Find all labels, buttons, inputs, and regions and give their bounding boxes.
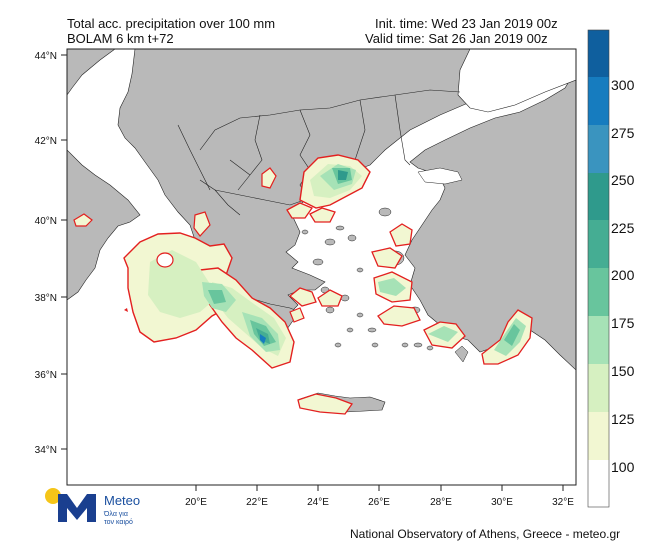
logo-tagline: τον καιρό	[104, 518, 133, 526]
precip-area-kythera	[289, 307, 305, 323]
lat-label: 38°N	[35, 293, 57, 304]
precip-band-300	[260, 334, 266, 344]
precip-band-250	[338, 170, 348, 180]
precip-area-lesvos	[389, 223, 413, 247]
colorbar-label: 150	[611, 363, 635, 379]
colorbar-bin	[588, 460, 609, 507]
precipitation-areas	[73, 154, 533, 415]
colorbar-label: 100	[611, 459, 635, 475]
map-frame	[66, 48, 577, 486]
lat-label: 40°N	[35, 216, 57, 227]
colorbar-bin	[588, 268, 609, 316]
precip-area-epirus	[193, 211, 211, 237]
precip-area-chalkidiki-b	[309, 207, 336, 223]
logo-tagline: Όλα για	[103, 511, 128, 518]
precip-gap	[156, 252, 174, 268]
country-borders	[177, 89, 461, 216]
precip-area-sicily-tip	[73, 213, 93, 227]
colorbar-bin	[588, 125, 609, 173]
precip-area-crete	[297, 393, 354, 415]
precip-area-chalkidiki	[286, 202, 313, 219]
longitude-axis	[195, 485, 564, 491]
init-time: Init. time: Wed 23 Jan 2019 00z	[375, 16, 558, 31]
sun-icon	[45, 488, 61, 504]
colorbar-bin	[588, 316, 609, 364]
colorbar-frame	[587, 29, 610, 508]
longitude-labels: 20°E 22°E 24°E 26°E 28°E 30°E 32°E	[185, 497, 574, 508]
lat-label: 34°N	[35, 445, 57, 456]
m-letter-icon	[58, 494, 96, 522]
colorbar-bin	[588, 412, 609, 460]
colorbar-label: 300	[611, 77, 635, 93]
colorbar-label: 175	[611, 315, 635, 331]
lat-label: 36°N	[35, 370, 57, 381]
colorbar-label: 275	[611, 125, 635, 141]
precip-band-175-e	[428, 326, 458, 342]
latitude-axis	[61, 54, 67, 450]
lon-label: 22°E	[246, 497, 268, 508]
colorbar-bin	[588, 77, 609, 125]
precip-dot-italy	[124, 308, 128, 312]
meteo-logo: Meteo Όλα για τον καιρό	[45, 488, 140, 526]
colorbar: 300 275 250 225 200 175 150 125 100	[587, 29, 635, 508]
map-title: Total acc. precipitation over 100 mm	[67, 16, 276, 31]
latitude-labels: 44°N 42°N 40°N 38°N 36°N 34°N	[35, 51, 57, 456]
lon-label: 26°E	[368, 497, 390, 508]
colorbar-bin	[588, 364, 609, 412]
lat-label: 42°N	[35, 136, 57, 147]
lon-label: 32°E	[552, 497, 574, 508]
map-subtitle: BOLAM 6 km t+72	[67, 31, 174, 46]
lon-label: 24°E	[307, 497, 329, 508]
precip-band-200-d	[504, 324, 520, 346]
lon-label: 28°E	[430, 497, 452, 508]
land-rhodes	[454, 345, 469, 363]
precip-area-samos	[377, 305, 421, 327]
colorbar-label: 225	[611, 220, 635, 236]
colorbar-label: 250	[611, 172, 635, 188]
precip-area-lesvos-b	[371, 247, 403, 269]
colorbar-label: 200	[611, 267, 635, 283]
lon-label: 20°E	[185, 497, 207, 508]
sea-marmara	[417, 167, 463, 185]
footer-credit: National Observatory of Athens, Greece -…	[350, 527, 621, 541]
precip-band-175-f	[378, 278, 406, 296]
precip-area-euboea	[288, 287, 317, 307]
colorbar-bin	[588, 173, 609, 220]
lat-label: 44°N	[35, 51, 57, 62]
colorbar-label: 125	[611, 411, 635, 427]
land-italy	[67, 49, 141, 301]
lon-label: 30°E	[491, 497, 513, 508]
valid-time: Valid time: Sat 26 Jan 2019 00z	[365, 31, 548, 46]
logo-brand: Meteo	[104, 493, 140, 508]
precip-area-macedonia	[261, 167, 277, 189]
precip-band-200	[208, 290, 226, 304]
precip-area-attica	[317, 289, 343, 307]
colorbar-bin	[588, 30, 609, 77]
colorbar-bin	[588, 220, 609, 268]
sea-black	[457, 49, 576, 113]
